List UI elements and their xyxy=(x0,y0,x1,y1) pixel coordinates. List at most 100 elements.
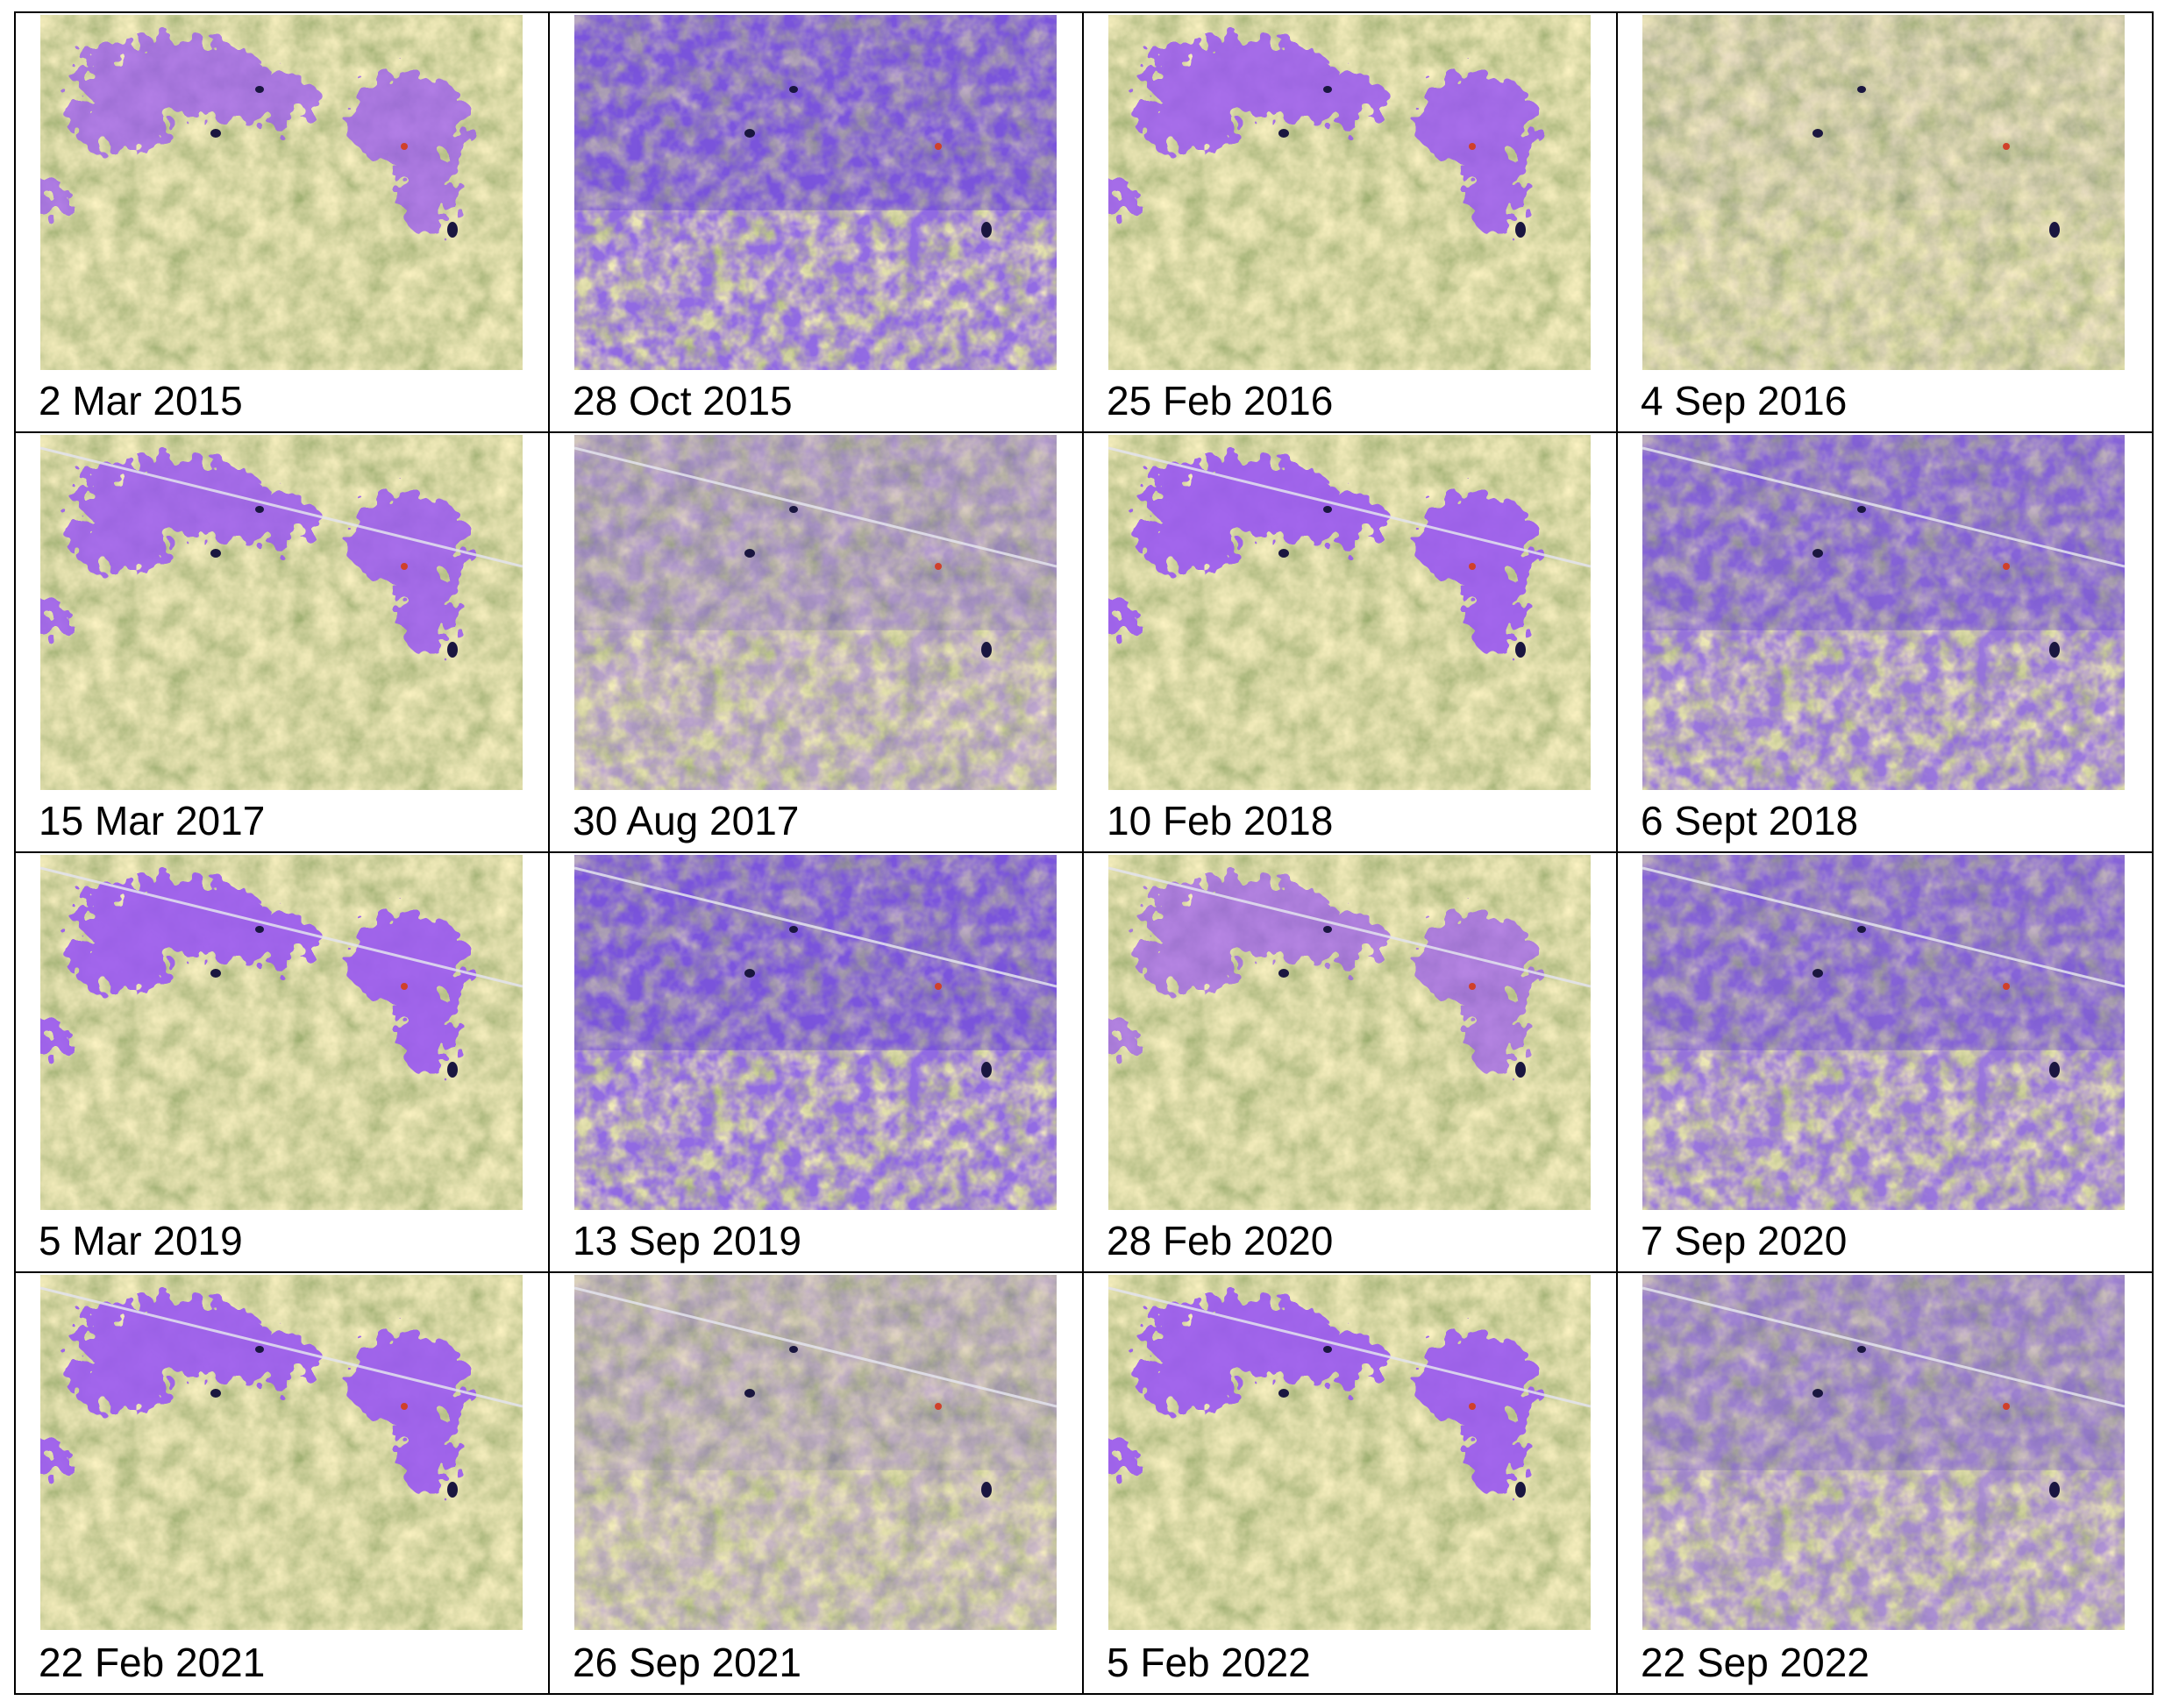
water xyxy=(1812,1389,1823,1398)
blob xyxy=(1415,492,1538,588)
satellite-image xyxy=(574,1275,1057,1630)
purple-blobs xyxy=(40,1297,470,1494)
purple-overlay xyxy=(1642,435,2125,790)
purple-tint xyxy=(574,435,1057,630)
marker xyxy=(401,143,408,150)
blob xyxy=(40,181,71,217)
water xyxy=(2049,1062,2060,1078)
water xyxy=(210,129,221,138)
water xyxy=(210,969,221,978)
marker xyxy=(935,563,942,570)
blob xyxy=(1266,1332,1389,1384)
satellite-image xyxy=(40,15,523,370)
satellite-image xyxy=(1642,15,2125,370)
satellite-image xyxy=(574,855,1057,1210)
purple-texture xyxy=(1642,15,2125,370)
purple-tint xyxy=(1642,435,2125,630)
purple-tint xyxy=(1642,1275,2125,1470)
water xyxy=(789,506,798,513)
water xyxy=(255,86,264,93)
date-label: 13 Sep 2019 xyxy=(573,1218,801,1263)
purple-blobs xyxy=(40,877,470,1074)
marker xyxy=(401,983,408,990)
purple-overlay xyxy=(1642,855,2125,1210)
water xyxy=(744,129,755,138)
purple-blobs xyxy=(1108,37,1538,234)
date-label: 10 Feb 2018 xyxy=(1107,798,1334,843)
water xyxy=(2049,642,2060,658)
blob xyxy=(395,986,457,1074)
purple-texture xyxy=(574,435,1057,790)
date-label: 15 Mar 2017 xyxy=(39,798,266,843)
blob xyxy=(198,1332,321,1384)
blob xyxy=(1108,1441,1139,1477)
marker xyxy=(1469,143,1476,150)
water xyxy=(981,222,992,238)
water xyxy=(447,1482,458,1498)
water xyxy=(1515,1062,1526,1078)
purple-tint xyxy=(574,855,1057,1050)
swath-edge xyxy=(1108,446,1591,568)
satellite-image xyxy=(1108,855,1591,1210)
date-label: 5 Feb 2022 xyxy=(1107,1640,1311,1685)
blob xyxy=(67,89,172,151)
blob xyxy=(1266,72,1389,125)
purple-tint xyxy=(574,15,1057,210)
image-cell: 28 Feb 2020 xyxy=(1084,853,1618,1273)
marker xyxy=(2003,143,2010,150)
marker xyxy=(401,563,408,570)
satellite-image xyxy=(40,1275,523,1630)
marker xyxy=(401,1403,408,1410)
purple-texture xyxy=(574,1275,1057,1630)
image-cell: 25 Feb 2016 xyxy=(1084,13,1618,433)
marker xyxy=(935,1403,942,1410)
satellite-image xyxy=(40,855,523,1210)
purple-overlay xyxy=(574,855,1057,1210)
water xyxy=(1515,222,1526,238)
water xyxy=(1812,129,1823,138)
purple-blobs xyxy=(1108,1297,1538,1494)
blob xyxy=(40,1441,71,1477)
blob xyxy=(1108,181,1139,217)
blob xyxy=(1135,89,1240,151)
blob xyxy=(1266,912,1389,964)
blob xyxy=(198,72,321,125)
date-label: 30 Aug 2017 xyxy=(573,798,800,843)
purple-overlay xyxy=(574,435,1057,790)
purple-blobs xyxy=(1108,877,1538,1074)
purple-texture xyxy=(1642,855,2125,1210)
blob xyxy=(1464,146,1525,234)
date-label: 22 Sep 2022 xyxy=(1641,1640,1869,1685)
blob xyxy=(347,492,470,588)
water xyxy=(1812,969,1823,978)
satellite-image xyxy=(574,435,1057,790)
purple-overlay xyxy=(574,15,1057,370)
purple-blobs xyxy=(40,457,470,654)
blob xyxy=(198,492,321,544)
water xyxy=(447,1062,458,1078)
satellite-image xyxy=(1108,15,1591,370)
image-cell: 28 Oct 2015 xyxy=(550,13,1084,433)
water xyxy=(1278,969,1289,978)
purple-tint xyxy=(574,1275,1057,1470)
date-label: 28 Oct 2015 xyxy=(573,378,793,423)
image-cell: 4 Sep 2016 xyxy=(1618,13,2152,433)
purple-overlay xyxy=(1642,1275,2125,1630)
blob xyxy=(67,1349,172,1411)
marker xyxy=(1469,983,1476,990)
water xyxy=(1278,129,1289,138)
water xyxy=(1857,1346,1866,1353)
water xyxy=(2049,222,2060,238)
date-label: 2 Mar 2015 xyxy=(39,378,243,423)
swath-edge xyxy=(1642,1286,2125,1408)
blob xyxy=(1415,1332,1538,1428)
swath-edge xyxy=(574,866,1057,988)
satellite-image xyxy=(574,15,1057,370)
blob xyxy=(395,566,457,654)
water xyxy=(981,1482,992,1498)
satellite-image xyxy=(1642,435,2125,790)
blob xyxy=(347,1332,470,1428)
date-label: 4 Sep 2016 xyxy=(1641,378,1848,423)
water xyxy=(1323,926,1332,933)
water xyxy=(1323,86,1332,93)
